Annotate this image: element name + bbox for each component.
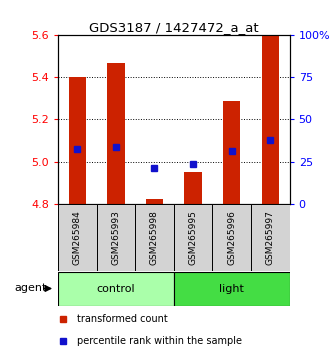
Text: GSM265993: GSM265993	[111, 210, 120, 265]
Bar	[213, 204, 251, 271]
Text: transformed count: transformed count	[77, 314, 168, 324]
Bar	[58, 272, 174, 306]
Bar	[97, 204, 135, 271]
Text: agent: agent	[15, 283, 47, 293]
Text: percentile rank within the sample: percentile rank within the sample	[77, 336, 242, 346]
Bar	[135, 204, 174, 271]
Bar	[261, 35, 279, 204]
Title: GDS3187 / 1427472_a_at: GDS3187 / 1427472_a_at	[89, 21, 259, 34]
Bar	[58, 204, 97, 271]
Bar	[107, 63, 124, 204]
Text: control: control	[97, 284, 135, 293]
Text: light: light	[219, 284, 244, 293]
Bar	[223, 101, 240, 204]
Bar	[69, 78, 86, 204]
Bar	[146, 199, 163, 204]
Text: GSM265984: GSM265984	[73, 210, 82, 264]
Bar	[251, 204, 290, 271]
Text: GSM265996: GSM265996	[227, 210, 236, 265]
Text: GSM265998: GSM265998	[150, 210, 159, 265]
Text: GSM265997: GSM265997	[266, 210, 275, 265]
Bar	[174, 204, 213, 271]
Bar	[184, 172, 202, 204]
Text: GSM265995: GSM265995	[189, 210, 198, 265]
Bar	[174, 272, 290, 306]
